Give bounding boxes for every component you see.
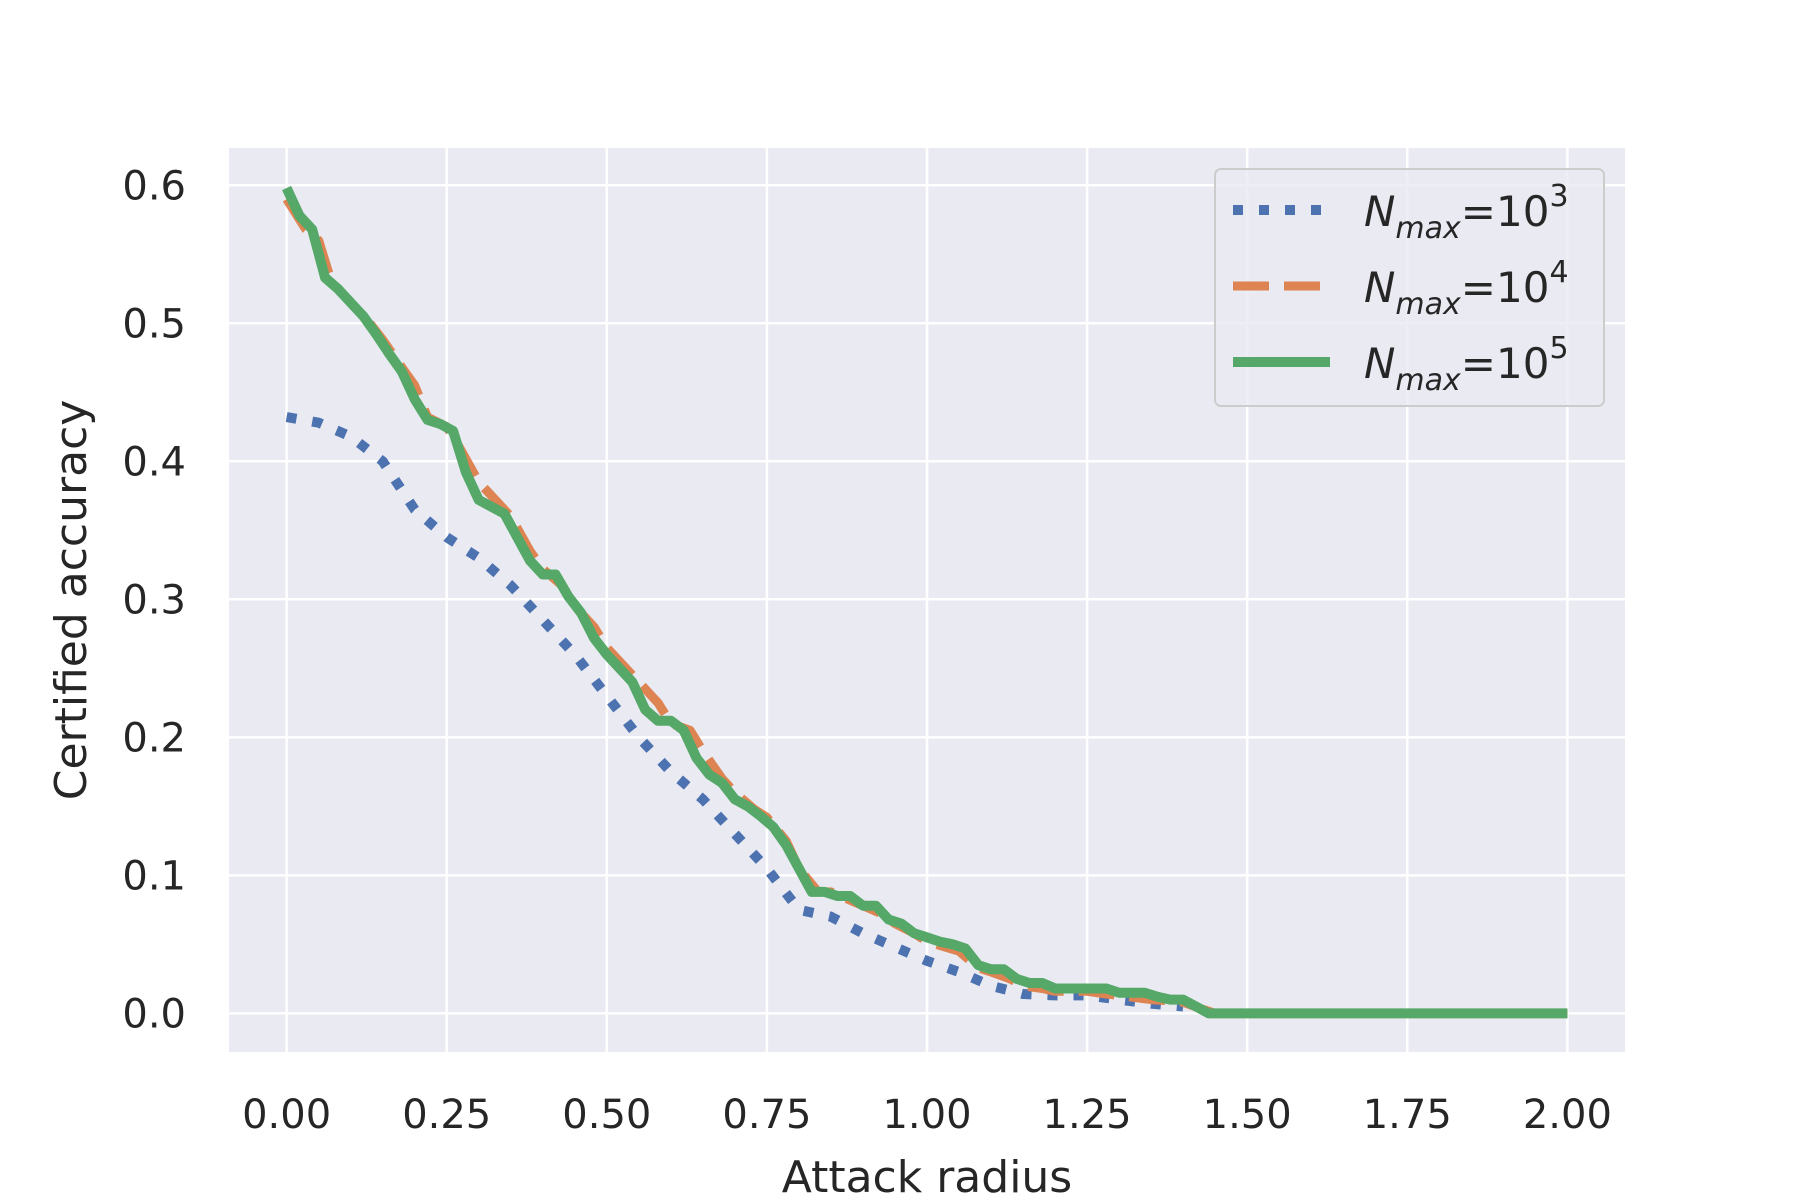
series-lines (282, 185, 1568, 1019)
x-tick-label: 0.75 (722, 1092, 811, 1138)
x-tick-label: 0.00 (242, 1092, 331, 1138)
legend-box (1214, 168, 1605, 407)
legend-entry: Nmax=104 (1233, 255, 1569, 322)
legend-entry: Nmax=103 (1233, 179, 1569, 246)
x-tick-label: 1.25 (1043, 1092, 1132, 1138)
x-tick-label: 0.50 (562, 1092, 651, 1138)
x-tick-labels: 0.00 0.25 0.50 0.75 1.00 1.25 1.50 1.75 2.00 (242, 1092, 1612, 1138)
x-axis-label: Attack radius (782, 1152, 1072, 1200)
y-tick-label: 0.5 (122, 301, 186, 347)
legend-label: Nmax=104 (1364, 255, 1569, 322)
legend-label: Nmax=103 (1364, 179, 1569, 246)
y-tick-label: 0.1 (122, 853, 186, 899)
x-tick-label: 2.00 (1523, 1092, 1612, 1138)
x-tick-label: 1.50 (1203, 1092, 1292, 1138)
y-tick-label: 0.4 (122, 439, 186, 485)
x-tick-label: 1.75 (1363, 1092, 1452, 1138)
series-line-solid (282, 185, 1568, 1019)
x-tick-label: 0.25 (402, 1092, 491, 1138)
legend-entry: Nmax=105 (1233, 331, 1569, 398)
y-tick-label: 0.6 (122, 163, 186, 209)
x-tick-label: 1.00 (882, 1092, 971, 1138)
y-axis-label: Certified accuracy (46, 400, 97, 801)
y-tick-label: 0.2 (122, 715, 186, 761)
y-tick-labels: 0.0 0.1 0.2 0.3 0.4 0.5 0.6 (122, 163, 186, 1037)
legend-label: Nmax=105 (1364, 331, 1569, 398)
y-tick-label: 0.3 (122, 577, 186, 623)
y-tick-label: 0.0 (122, 991, 186, 1037)
legend: Nmax=103 Nmax=104 Nmax=105 (1214, 168, 1605, 407)
